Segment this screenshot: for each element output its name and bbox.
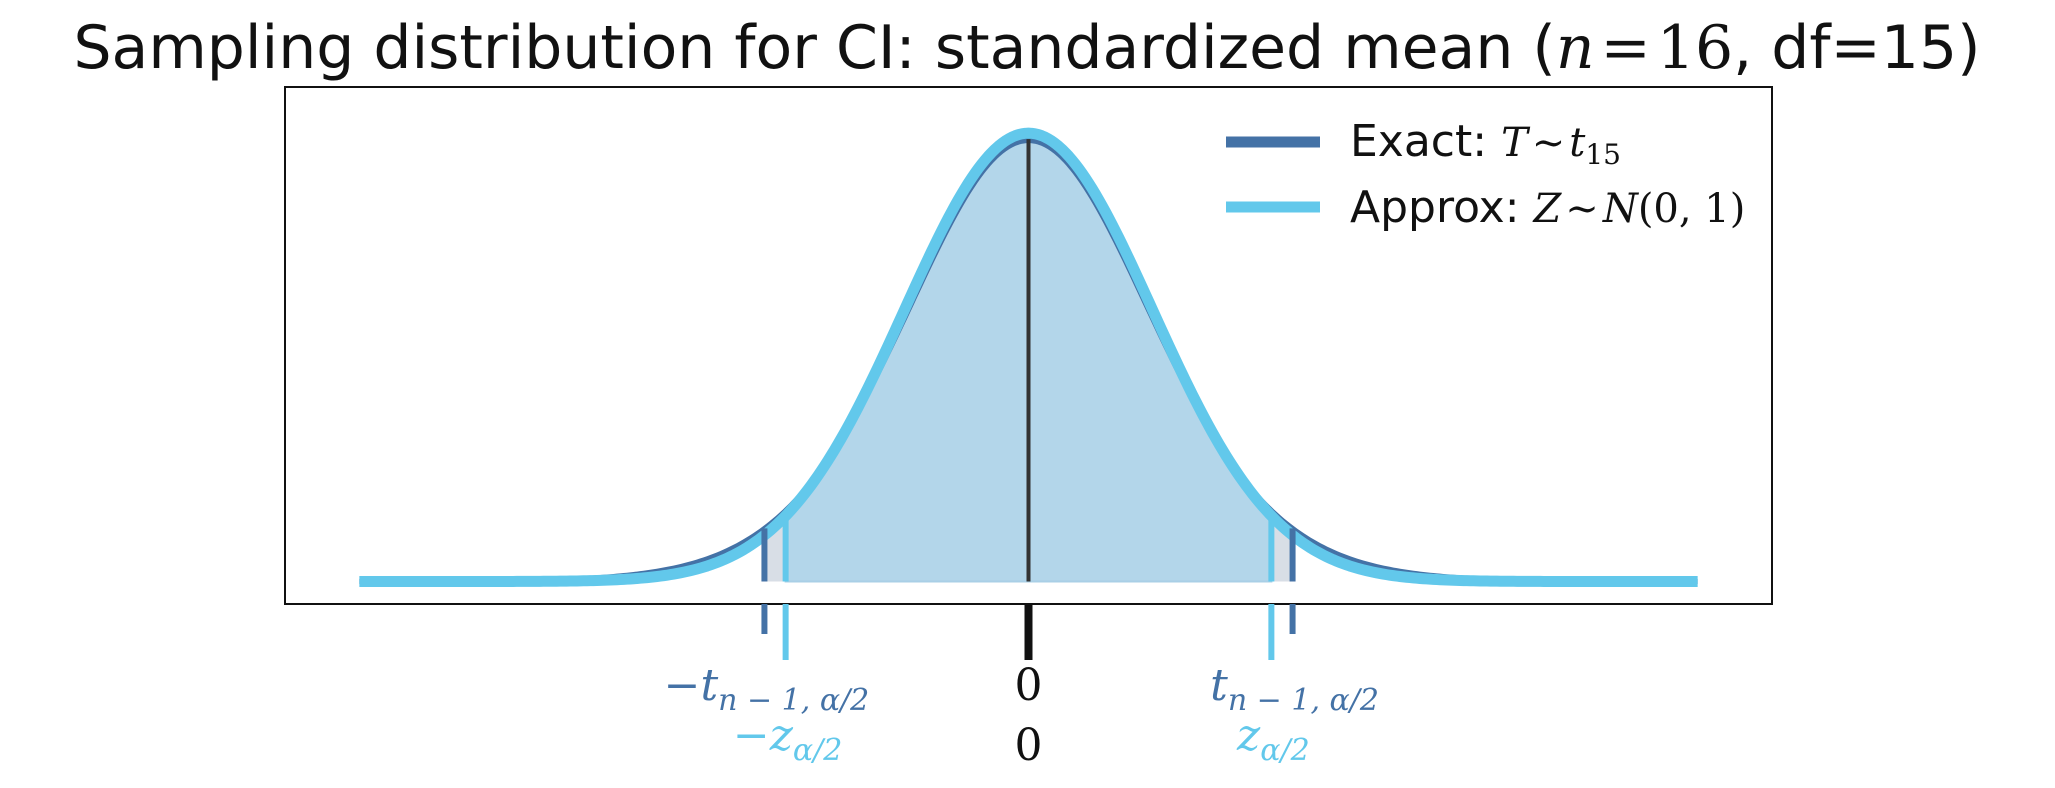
legend-exact-tilde: ∼ [1532,120,1566,166]
tick-label-t-upper-sub: n − 1, α/2 [1228,683,1379,718]
series-line-approx-normal [357,127,1700,588]
legend-exact-prefix: Exact: [1350,116,1501,167]
legend-exact-rhs: t [1569,120,1586,166]
tick-label-z-lower-sign: − [733,710,770,761]
tick-label-t-lower-sub: n − 1, α/2 [718,683,869,718]
plot-area [357,127,1700,588]
tick-label-z-upper-var: z [1236,710,1261,761]
chart-title-n: n [1556,13,1595,83]
legend-exact-lhs: T [1501,120,1531,166]
legend-approx-tilde: ∼ [1565,186,1599,232]
tick-label-z-lower-var: z [769,710,794,761]
chart-title-eq: = [1601,13,1651,83]
tick-label-z-upper: zα/2 [1236,710,1310,768]
chart-title-prefix: Sampling distribution for CI: standardiz… [73,13,1555,83]
chart-title: Sampling distribution for CI: standardiz… [73,13,1980,83]
tick-label-z-lower-sub: α/2 [793,733,842,768]
tick-label-center-t: 0 [1015,660,1043,711]
legend-exact-sub: 15 [1585,138,1621,171]
x-ticks [761,604,1296,660]
legend-approx-rhs: N [1602,186,1640,232]
legend-label-approx: Approx: Z ∼ N(0, 1) [1350,182,1745,233]
tick-label-z-upper-sub: α/2 [1260,733,1309,768]
legend-label-exact: Exact: T ∼ t15 [1350,116,1621,171]
legend-approx-prefix: Approx: [1350,182,1534,233]
tick-label-t-upper-var: t [1210,660,1228,711]
tick-label-t-lower-var: t [700,660,718,711]
tick-label-t-lower: −tn − 1, α/2 [664,660,870,718]
tick-label-center-z: 0 [1015,720,1043,771]
legend: Exact: T ∼ t15 Approx: Z ∼ N(0, 1) [1226,116,1745,233]
legend-approx-lhs: Z [1532,186,1563,232]
chart-title-suffix: , df=15) [1733,13,1980,83]
tick-label-z-lower: −zα/2 [733,710,843,768]
chart-title-n-value: 16 [1657,13,1733,83]
tick-label-t-upper: tn − 1, α/2 [1210,660,1379,718]
legend-approx-args: (0, 1) [1638,186,1746,232]
tick-label-t-lower-sign: − [664,660,701,711]
